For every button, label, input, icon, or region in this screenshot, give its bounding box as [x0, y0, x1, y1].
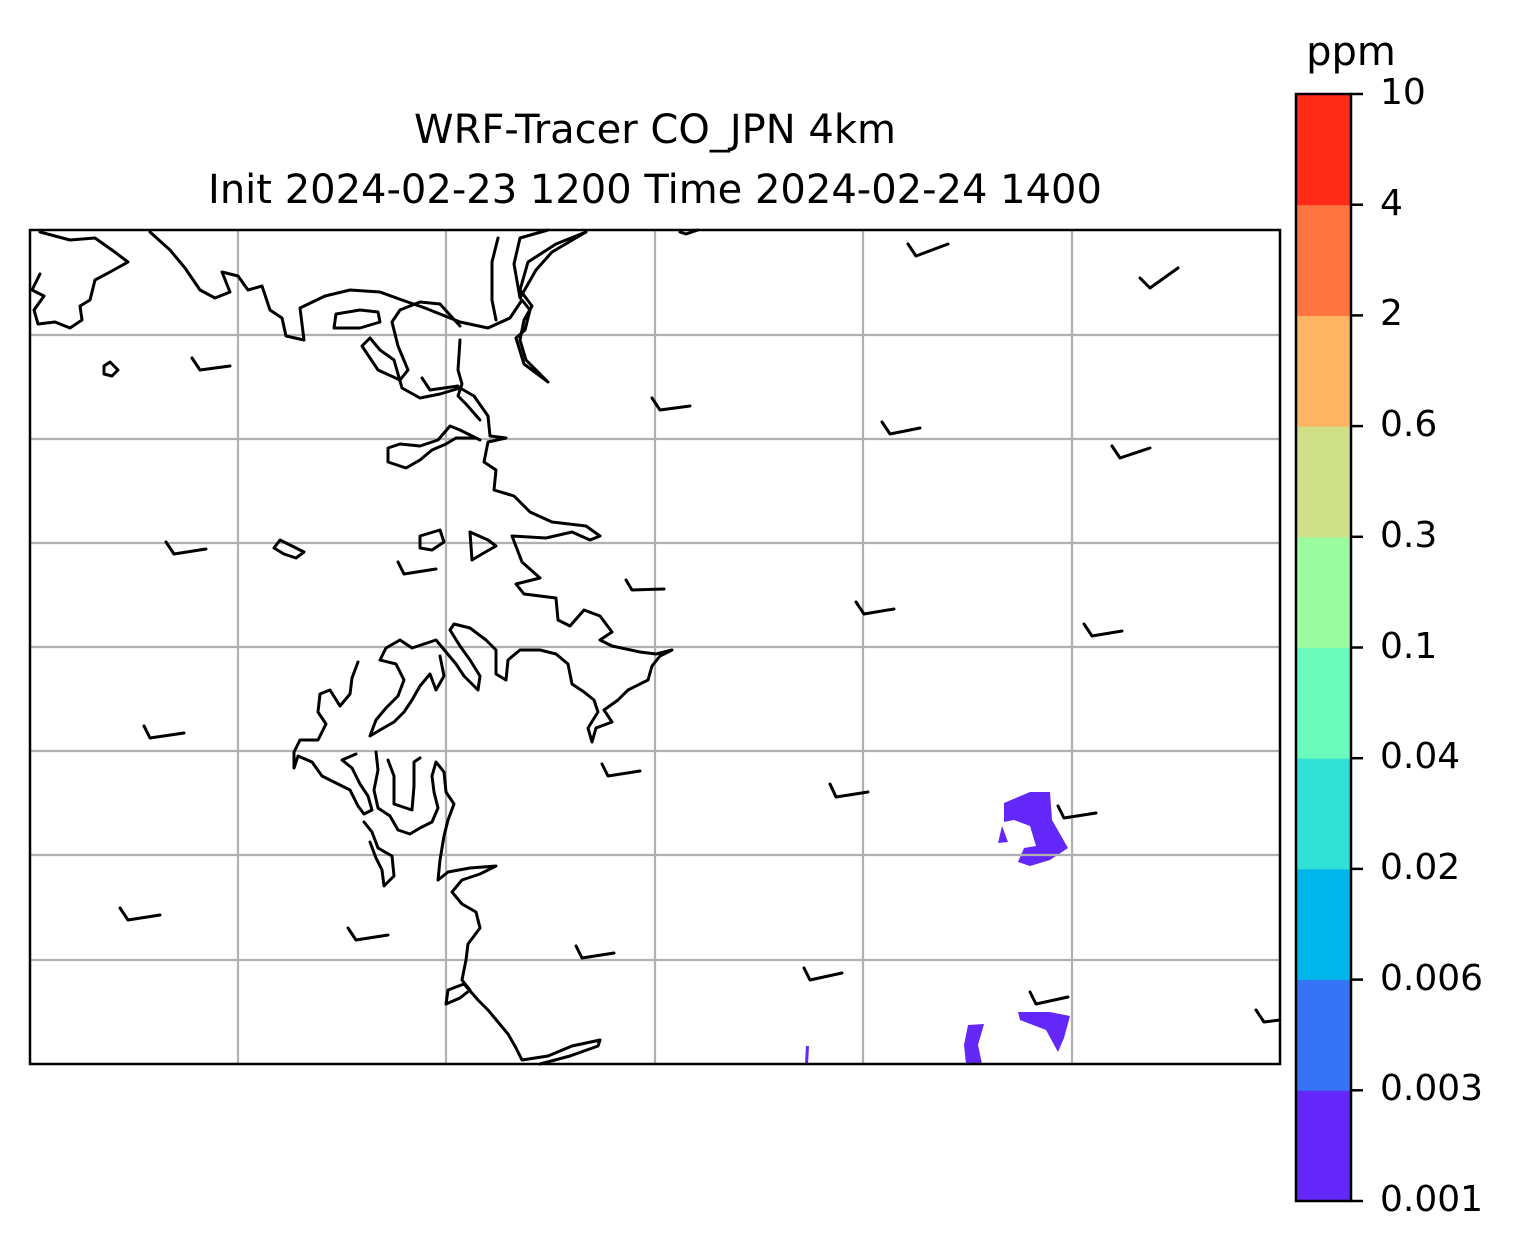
- wind-barb: [396, 560, 438, 576]
- wind-barb: [164, 540, 208, 556]
- wind-barb: [678, 228, 700, 236]
- colorbar-tick-label: 0.001: [1380, 1179, 1484, 1220]
- colorbar-tick-label: 0.04: [1380, 736, 1461, 778]
- tracer-plume: [805, 792, 1070, 1064]
- wind-barb: [880, 420, 922, 436]
- wind-barb: [650, 396, 692, 412]
- coastline-islet-d: [468, 530, 498, 562]
- map-title-line-1: WRF-Tracer CO_JPN 4km: [414, 107, 896, 153]
- plume-patch-south-3: [805, 1046, 809, 1064]
- coastline-north: [148, 230, 588, 384]
- map-frame: [28, 228, 1282, 1066]
- coastline-islet-a: [102, 360, 120, 378]
- wind-barb: [802, 966, 844, 982]
- wind-barb: [118, 906, 162, 922]
- wind-barb: [906, 242, 950, 258]
- colorbar-band: [1296, 979, 1351, 1091]
- wind-barb: [1110, 444, 1152, 460]
- colorbar-tick-label: 4: [1380, 182, 1403, 224]
- coastline-bay-loop: [332, 308, 382, 330]
- wind-barb: [574, 944, 616, 960]
- coastline-southwest-isles: [292, 660, 374, 816]
- coastlines: [30, 228, 674, 1066]
- plume-patch-south-2: [1018, 1012, 1070, 1052]
- wind-barbs: [118, 228, 1282, 1024]
- wind-barb: [1056, 804, 1098, 820]
- coastline-west-arm: [386, 424, 482, 470]
- colorbar: [1294, 92, 1363, 1203]
- gridlines: [30, 230, 1280, 1064]
- wind-barb: [1254, 1008, 1282, 1024]
- colorbar-band: [1296, 647, 1351, 759]
- map-title-line-2: Init 2024-02-23 1200 Time 2024-02-24 140…: [208, 167, 1102, 213]
- wind-barb: [1082, 622, 1124, 638]
- plume-patch-main: [1004, 792, 1068, 866]
- colorbar-tick-label: 0.3: [1380, 514, 1438, 556]
- colorbar-band: [1296, 536, 1351, 648]
- colorbar-tick-label: 0.003: [1380, 1068, 1484, 1110]
- wind-barb: [1138, 266, 1180, 290]
- wind-barb: [600, 762, 642, 778]
- colorbar-tick-label: 0.006: [1380, 957, 1484, 999]
- colorbar-band: [1296, 758, 1351, 870]
- plume-patch-south-1: [964, 1024, 984, 1064]
- coastline-north-2: [512, 228, 588, 300]
- coastline-islet-b: [272, 538, 306, 560]
- plume-patch-small: [998, 826, 1008, 843]
- wind-barb: [420, 376, 460, 392]
- wind-barb: [346, 926, 390, 942]
- coastline-south-islands: [386, 756, 422, 812]
- colorbar-band: [1296, 868, 1351, 981]
- colorbar-unit-label: ppm: [1306, 29, 1396, 75]
- wind-barb: [854, 600, 896, 616]
- colorbar-band: [1296, 426, 1351, 538]
- colorbar-tick-label: 0.02: [1380, 846, 1461, 888]
- colorbar-band: [1296, 94, 1351, 206]
- wind-barb: [624, 578, 666, 592]
- coastline-gulf-east: [368, 622, 674, 744]
- colorbar-tick-label: 10: [1380, 72, 1426, 113]
- wind-barb: [142, 724, 186, 740]
- coastline-south-inner: [362, 820, 396, 888]
- colorbar-band: [1296, 1090, 1351, 1202]
- colorbar-tick-label: 2: [1380, 293, 1403, 335]
- colorbar-band: [1296, 315, 1351, 427]
- coastline-inlet: [456, 338, 482, 422]
- coastline-south-channel: [372, 750, 602, 1066]
- colorbar-band: [1296, 204, 1351, 316]
- wind-barb: [1028, 990, 1070, 1006]
- wind-barb: [190, 356, 232, 372]
- colorbar-tick-label: 0.1: [1380, 625, 1438, 667]
- coastline-northwest: [30, 230, 130, 330]
- coastline-islet-c: [418, 528, 446, 552]
- map-panel: [28, 228, 1282, 1066]
- wind-barb: [828, 782, 870, 799]
- coastline-peninsula-central: [360, 300, 614, 648]
- coastline-strait: [490, 236, 500, 322]
- colorbar-tick-label: 0.6: [1380, 404, 1438, 446]
